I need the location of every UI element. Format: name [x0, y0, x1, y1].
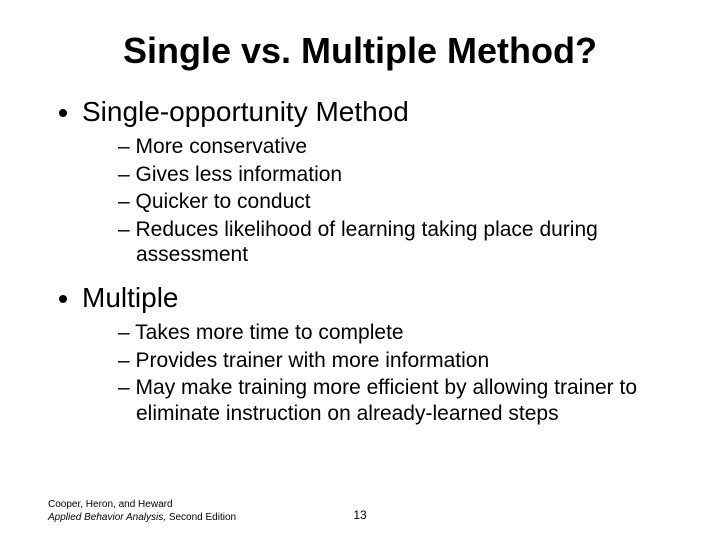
sub-bullet-item: Takes more time to complete	[118, 320, 672, 346]
sub-bullet-item: Gives less information	[118, 162, 672, 188]
bullet-label: Multiple	[82, 282, 178, 313]
slide-title: Single vs. Multiple Method?	[48, 30, 672, 72]
footer-text: Cooper, Heron, and Heward Applied Behavi…	[48, 499, 236, 524]
bullet-list: Single-opportunity Method More conservat…	[48, 96, 672, 426]
footer-line2-rest: Second Edition	[169, 512, 236, 523]
sub-bullet-list: More conservative Gives less information…	[82, 134, 672, 268]
sub-bullet-item: May make training more efficient by allo…	[118, 375, 672, 426]
bullet-item: Single-opportunity Method More conservat…	[82, 96, 672, 268]
sub-bullet-list: Takes more time to complete Provides tra…	[82, 320, 672, 426]
bullet-label: Single-opportunity Method	[82, 96, 409, 127]
sub-bullet-item: Quicker to conduct	[118, 189, 672, 215]
sub-bullet-item: Reduces likelihood of learning taking pl…	[118, 217, 672, 268]
footer-line1: Cooper, Heron, and Heward	[48, 499, 173, 510]
sub-bullet-item: More conservative	[118, 134, 672, 160]
footer-line2-italic: Applied Behavior Analysis,	[48, 512, 169, 523]
bullet-item: Multiple Takes more time to complete Pro…	[82, 282, 672, 426]
slide: Single vs. Multiple Method? Single-oppor…	[0, 0, 720, 540]
footer: Cooper, Heron, and Heward Applied Behavi…	[48, 499, 672, 524]
sub-bullet-item: Provides trainer with more information	[118, 348, 672, 374]
